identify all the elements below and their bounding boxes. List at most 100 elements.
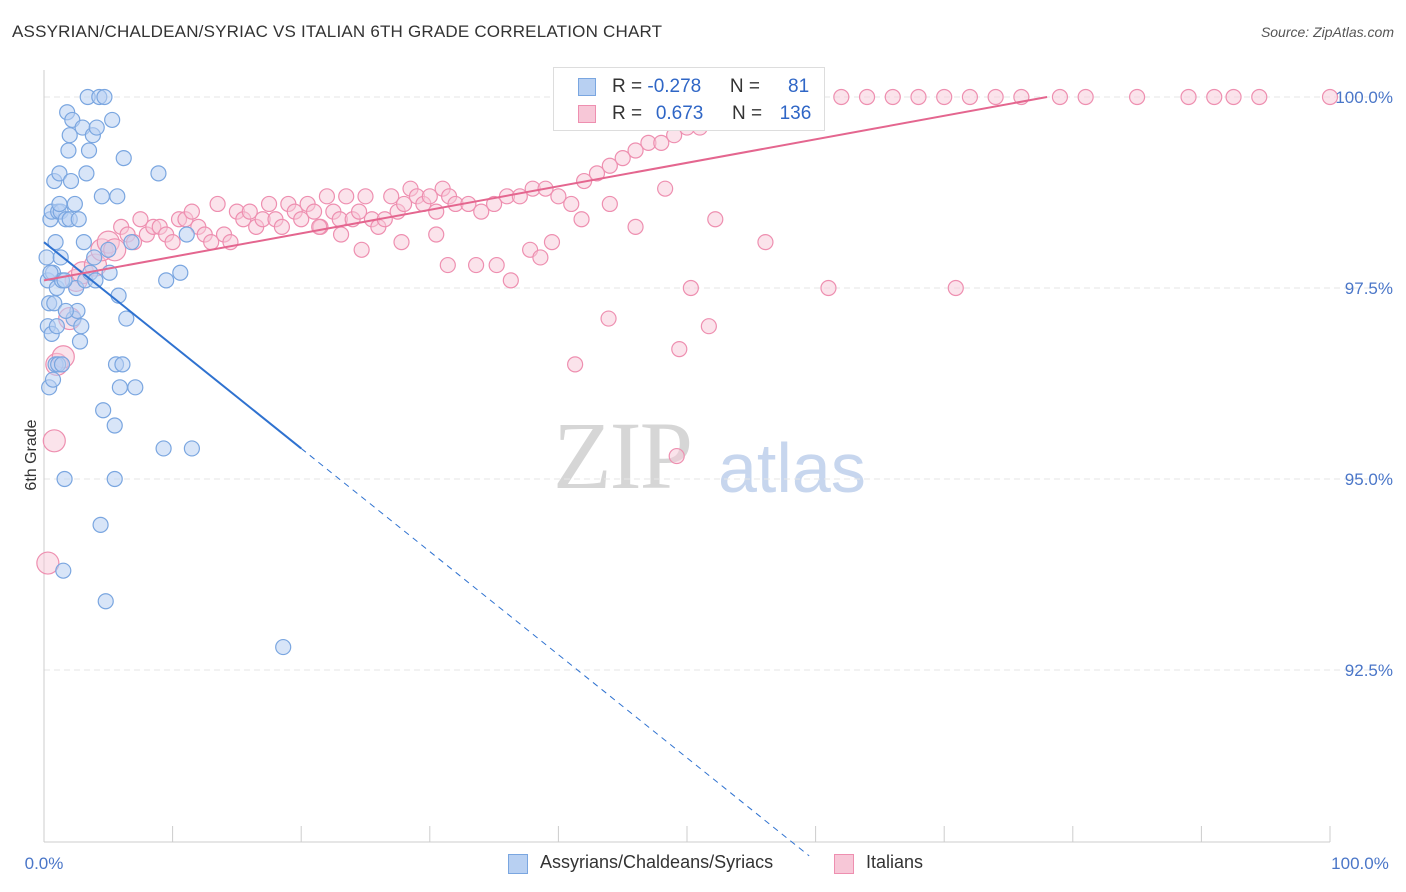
data-point-italians [884,88,901,106]
legend-n-value: 136 [779,103,812,124]
data-point-italians [600,310,617,327]
data-point-italians [273,218,291,235]
legend-n-label: N = [731,103,768,124]
legend-label: Italians [866,852,924,872]
data-point-assyrians [80,142,98,159]
legend-n-value: 81 [788,76,810,97]
data-point-italians [350,203,368,220]
data-point-assyrians [75,234,92,251]
data-point-italians [563,195,580,213]
data-point-assyrians [96,88,113,106]
data-point-assyrians [183,440,200,457]
data-point-italians [428,203,445,220]
data-point-italians [833,88,850,106]
data-point-assyrians [56,470,73,488]
data-point-assyrians [178,226,195,243]
data-point-italians [164,234,181,251]
data-point-italians [532,249,549,266]
data-point-italians [947,279,964,297]
series-assyrians-points [38,88,292,656]
data-point-assyrians [47,234,64,251]
data-point-assyrians [104,111,121,129]
data-point-italians [700,318,717,335]
data-point-assyrians [123,234,140,251]
data-point-assyrians [118,310,135,327]
data-point-assyrians [55,562,72,579]
legend-label: Assyrians/Chaldeans/Syriacs [540,852,774,872]
data-point-assyrians [88,119,105,136]
data-point-assyrians [111,379,128,396]
legend-r-value: 0.673 [655,103,704,124]
data-point-italians [1180,88,1197,106]
y-tick-label: 92.5% [1345,661,1393,680]
legend-swatch-pink [834,854,854,874]
data-point-assyrians [87,272,104,289]
data-point-italians [543,234,561,251]
data-point-assyrians [38,249,55,266]
data-point-assyrians [109,188,126,205]
trend-line-assyrians-extrapolated [300,448,810,857]
data-point-assyrians [93,188,110,205]
data-point-assyrians [78,165,95,182]
legend-r-label: R = [612,103,648,124]
grid-lines [44,96,1370,671]
data-point-italians [588,165,606,182]
data-point-assyrians [46,295,63,312]
data-point-assyrians [275,638,292,656]
data-point-assyrians [158,272,175,289]
data-point-italians [311,218,328,235]
data-point-italians [209,195,226,213]
data-point-assyrians [53,356,71,373]
data-point-italians [393,234,410,251]
legend-swatch-blue [508,854,528,874]
legend-swatch-blue [578,78,596,96]
data-point-italians [439,256,456,274]
data-point-italians [183,203,200,220]
data-point-italians [36,551,60,575]
legend-r-value: -0.278 [647,76,702,97]
data-point-italians [428,226,445,243]
data-point-italians [668,447,685,465]
data-point-italians [820,279,837,297]
correlation-legend: R = -0.278 N = 81 R = 0.673 N = 136 [553,67,825,131]
data-point-italians [627,218,644,235]
data-point-assyrians [150,165,167,182]
data-point-italians [357,188,374,205]
data-point-italians [502,272,519,289]
y-tick-label: 97.5% [1345,279,1393,298]
chart-title: ASSYRIAN/CHALDEAN/SYRIAC VS ITALIAN 6TH … [12,22,663,41]
data-point-italians [601,195,618,213]
data-point-italians [395,195,413,213]
legend-r-label: R = [612,76,648,97]
data-point-italians [653,134,670,151]
data-point-assyrians [51,195,68,213]
data-point-italians [671,341,688,358]
x-tick-label: 0.0% [25,854,64,873]
watermark-atlas: atlas [718,429,866,507]
source-label: Source: ZipAtlas.com [1260,24,1394,40]
tick-labels: 92.5% 95.0% 97.5% 100.0% 0.0% 100.0% [25,88,1393,873]
x-tick-label: 100.0% [1331,854,1389,873]
data-point-italians [627,142,644,159]
data-point-assyrians [73,318,90,335]
data-point-italians [338,188,355,205]
data-point-assyrians [106,470,123,488]
data-point-italians [1206,88,1223,106]
data-point-italians [961,88,979,106]
data-point-italians [567,356,584,373]
data-point-italians [486,195,503,213]
trend-lines [43,96,1048,857]
data-point-italians [910,88,927,106]
data-point-italians [132,211,149,228]
data-point-assyrians [44,371,62,388]
data-point-assyrians [114,356,131,373]
data-point-assyrians [70,211,87,228]
axes [43,70,1331,843]
data-point-assyrians [61,127,78,144]
data-point-italians [332,226,350,243]
data-point-assyrians [106,417,123,434]
data-point-italians [260,195,278,213]
data-point-italians [293,211,310,228]
data-point-italians [657,180,674,197]
